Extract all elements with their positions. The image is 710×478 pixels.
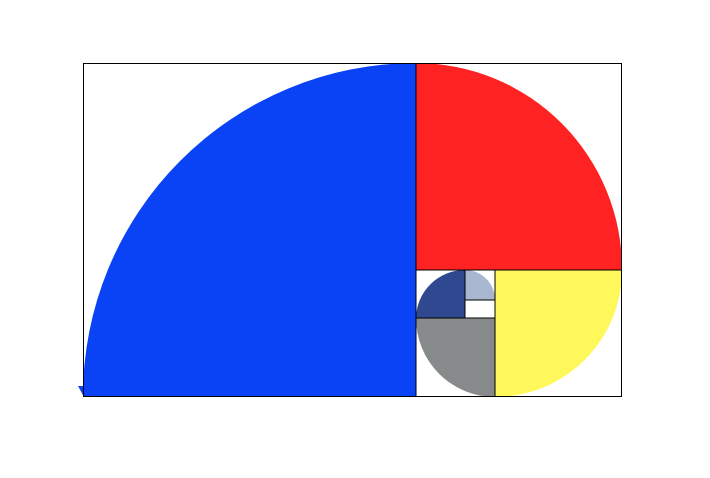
navy-quarter-circle [416,270,465,318]
outer-golden-rectangle [83,63,622,397]
subdivision-outlines [83,63,622,397]
blue-quarter-circle [82,63,416,397]
red-quarter-circle [416,63,623,270]
lightblue-quarter-circle [465,270,495,300]
yellow-quarter-circle [495,270,622,397]
spiral-tip-marker [78,386,84,397]
gray-quarter-circle [416,318,495,397]
